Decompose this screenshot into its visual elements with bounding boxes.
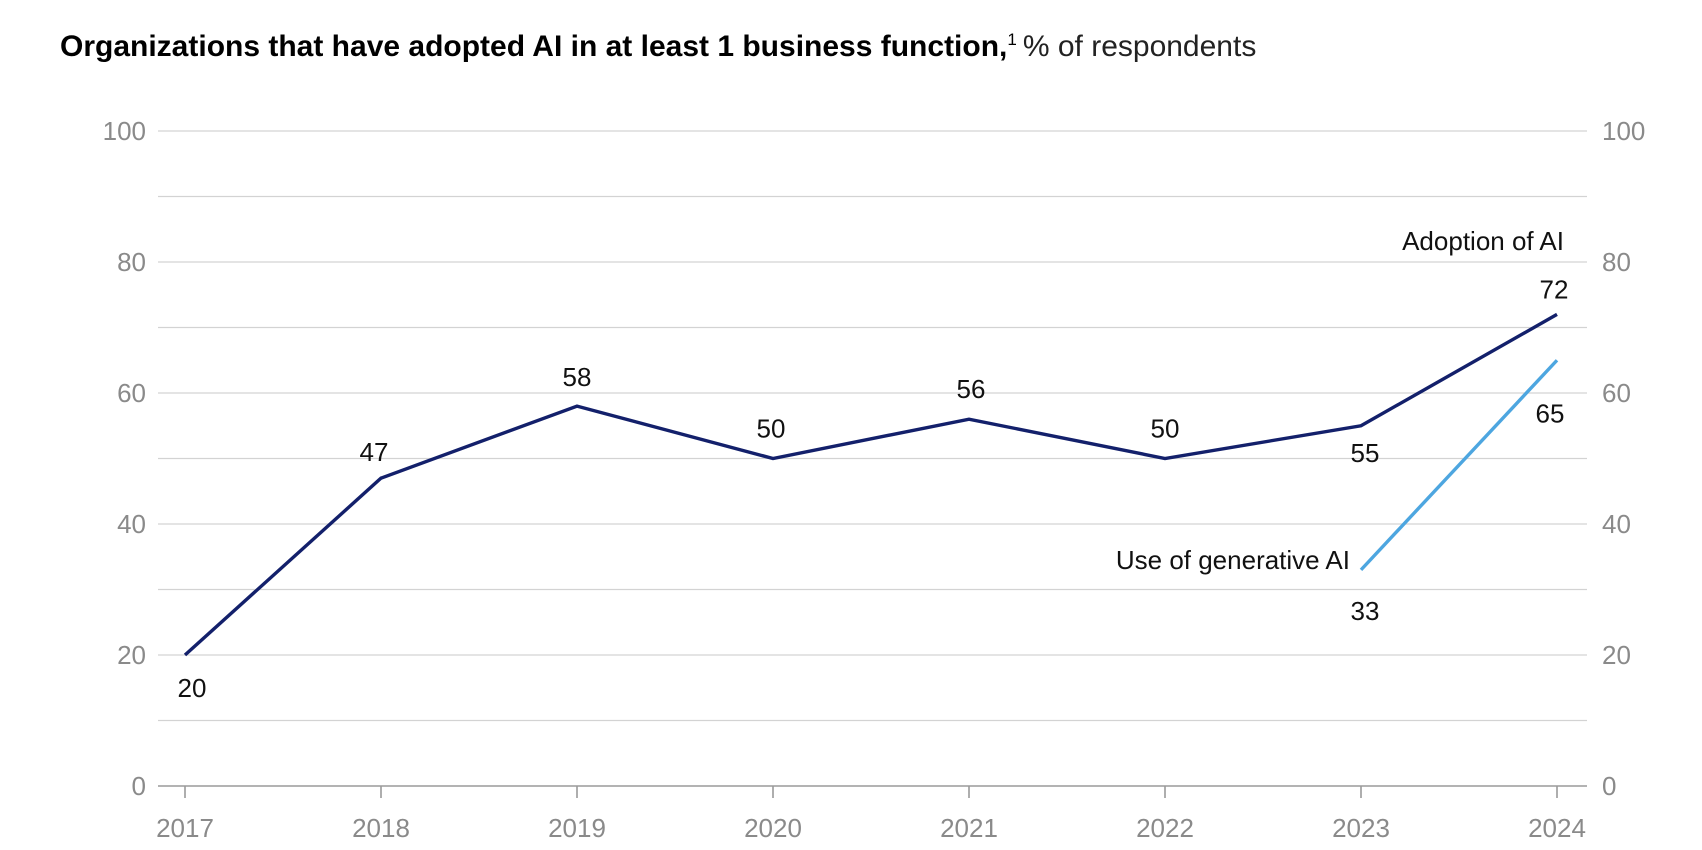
y-tick-label-right: 80 [1602, 247, 1631, 277]
y-tick-label-right: 20 [1602, 640, 1631, 670]
data-label-adoption: 50 [1151, 414, 1180, 444]
data-label-genai: 65 [1536, 398, 1565, 428]
x-tick-label: 2024 [1528, 813, 1586, 843]
data-label-adoption: 58 [563, 362, 592, 392]
x-tick-label: 2017 [156, 813, 214, 843]
x-tick-label: 2022 [1136, 813, 1194, 843]
x-tick-label: 2019 [548, 813, 606, 843]
series-line-adoption [183, 312, 1558, 657]
y-tick-label-right: 100 [1602, 116, 1645, 146]
series-label-genai: Use of generative AI [1116, 545, 1350, 575]
x-tick-label: 2023 [1332, 813, 1390, 843]
data-label-adoption: 50 [757, 414, 786, 444]
chart-title-main: Organizations that have adopted AI in at… [60, 30, 1008, 63]
y-tick-label-right: 40 [1602, 509, 1631, 539]
y-tick-label-right: 0 [1602, 771, 1616, 801]
y-tick-label-left: 80 [117, 247, 146, 277]
chart-title-unit: % of respondents [1022, 30, 1257, 63]
x-tick-label: 2018 [352, 813, 410, 843]
series-line-genai [1359, 359, 1559, 572]
data-label-adoption: 56 [957, 374, 986, 404]
data-label-adoption: 55 [1351, 438, 1380, 468]
data-label-genai: 33 [1351, 596, 1380, 626]
y-tick-label-left: 20 [117, 640, 146, 670]
y-tick-label-left: 100 [103, 116, 146, 146]
y-tick-label-left: 60 [117, 378, 146, 408]
data-label-adoption: 47 [360, 437, 389, 467]
y-tick-label-right: 60 [1602, 378, 1631, 408]
x-tick-label: 2020 [744, 813, 802, 843]
series-label-adoption: Adoption of AI [1402, 226, 1564, 256]
x-tick-label: 2021 [940, 813, 998, 843]
data-label-adoption: 20 [178, 673, 207, 703]
chart-title-footnote-mark: 1 [1007, 30, 1017, 49]
y-tick-label-left: 40 [117, 509, 146, 539]
data-label-adoption: 72 [1540, 274, 1569, 304]
y-tick-label-left: 0 [132, 771, 146, 801]
chart-title: Organizations that have adopted AI in at… [60, 30, 1256, 64]
